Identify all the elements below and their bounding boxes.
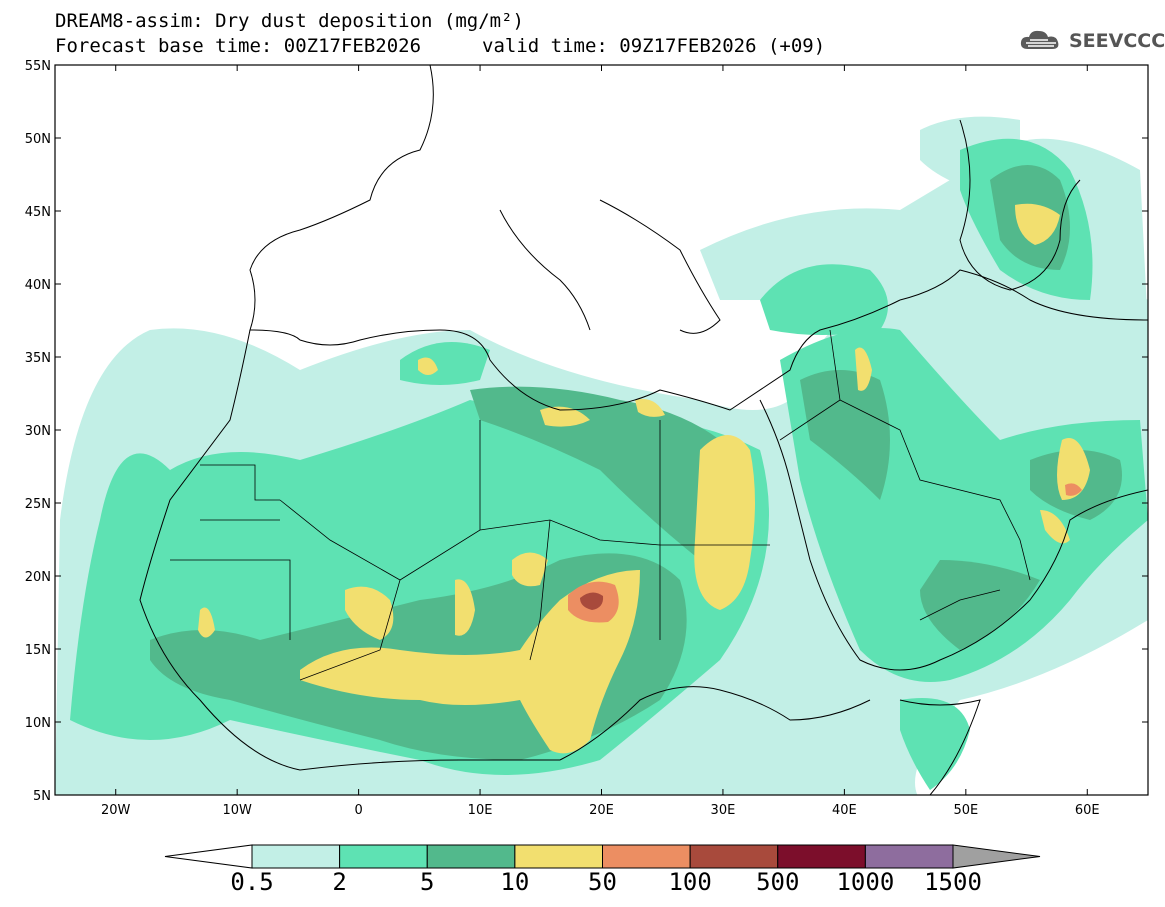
seevccc-logo: SEEVCCC xyxy=(1018,26,1165,56)
colorbar-level-label: 1500 xyxy=(924,868,982,896)
lat-label: 25N xyxy=(25,497,51,512)
lat-label: 55N xyxy=(25,59,51,74)
lon-label: 40E xyxy=(832,803,857,818)
dust-level-100 xyxy=(580,592,604,610)
colorbar-level-label: 0.5 xyxy=(230,868,274,896)
forecast-base-time: Forecast base time: 00Z17FEB2026 xyxy=(55,35,422,57)
coastlines xyxy=(139,65,1148,795)
colorbar-level-label: 100 xyxy=(668,868,712,896)
colorbar-level-label: 500 xyxy=(756,868,800,896)
colorbar-segment xyxy=(689,844,779,869)
lat-label: 15N xyxy=(25,643,51,658)
lon-label: 20W xyxy=(101,803,131,818)
lat-label: 50N xyxy=(25,132,51,147)
map-area xyxy=(55,65,1148,795)
colorbar-level-label: 10 xyxy=(500,868,530,896)
lat-label: 35N xyxy=(25,351,51,366)
colorbar-segment xyxy=(864,844,954,869)
cloud-icon xyxy=(1020,30,1059,49)
lat-label: 45N xyxy=(25,205,51,220)
colorbar-segment xyxy=(514,844,603,869)
lon-label: 50E xyxy=(953,803,978,818)
lon-label: 10E xyxy=(468,803,493,818)
lon-label: 10W xyxy=(222,803,252,818)
colorbar-high-extend xyxy=(952,844,1041,869)
colorbar-segment xyxy=(339,844,428,869)
colorbar-segment xyxy=(602,844,691,869)
lat-label: 10N xyxy=(25,716,51,731)
valid-time: valid time: 09Z17FEB2026 (+09) xyxy=(482,35,826,57)
lat-label: 20N xyxy=(25,570,51,585)
lat-label: 40N xyxy=(25,278,51,293)
colorbar-level-label: 2 xyxy=(332,868,347,896)
colorbar-segment xyxy=(777,844,866,869)
colorbar xyxy=(164,844,1041,869)
lon-label: 30E xyxy=(711,803,736,818)
colorbar-segment xyxy=(426,844,516,869)
colorbar-low-extend xyxy=(164,844,253,869)
colorbar-level-label: 50 xyxy=(588,868,617,896)
lon-label: 0 xyxy=(354,803,362,818)
lon-label: 60E xyxy=(1075,803,1100,818)
logo-text: SEEVCCC xyxy=(1069,30,1165,52)
dust-level-10 xyxy=(198,203,1090,754)
latitude-axis: 55N 50N 45N 40N 35N 30N 25N 20N 15N 10N 5N xyxy=(25,59,1148,804)
country-borders xyxy=(170,329,1031,681)
lat-label: 5N xyxy=(33,789,51,804)
lat-label: 30N xyxy=(25,424,51,439)
map-title: DREAM8-assim: Dry dust deposition (mg/m²… xyxy=(55,10,524,32)
colorbar-segment xyxy=(251,844,341,869)
colorbar-level-label: 1000 xyxy=(836,868,895,896)
lon-label: 20E xyxy=(589,803,614,818)
longitude-axis: 20W 10W 0 10E 20E 30E 40E 50E 60E xyxy=(101,65,1100,818)
colorbar-level-label: 5 xyxy=(420,868,435,896)
